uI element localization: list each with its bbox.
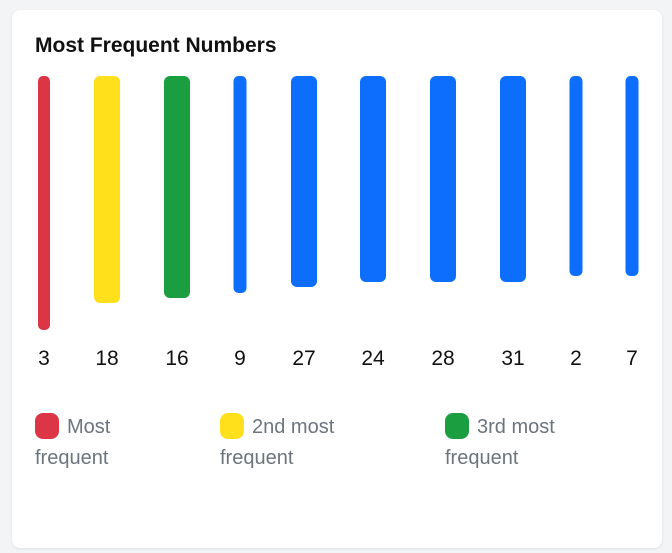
bar-label-16: 16 (165, 347, 188, 370)
chart-title: Most Frequent Numbers (35, 34, 277, 57)
bar-31 (500, 76, 526, 282)
bar-label-31: 31 (501, 347, 524, 370)
legend-label-second: 2nd most frequent (220, 416, 335, 469)
bar-3 (38, 76, 50, 330)
legend-label-third: 3rd most frequent (445, 416, 555, 469)
legend-swatch-second (220, 413, 244, 439)
bar-label-2: 2 (570, 347, 582, 370)
legend-swatch-most (35, 413, 59, 439)
bar-label-9: 9 (234, 347, 246, 370)
legend-swatch-third (445, 413, 469, 439)
chart-card (12, 10, 662, 548)
bar-2 (569, 76, 583, 276)
bar-label-3: 3 (38, 347, 50, 370)
bar-label-18: 18 (95, 347, 118, 370)
bar-28 (430, 76, 456, 282)
bar-16 (164, 76, 190, 298)
bar-label-28: 28 (431, 347, 454, 370)
bar-7 (625, 76, 639, 276)
legend-label-most: Most frequent (35, 416, 111, 469)
bar-label-7: 7 (626, 347, 638, 370)
bar-label-24: 24 (361, 347, 385, 370)
legend-item-second: 2nd most frequent (220, 412, 380, 474)
bar-27 (291, 76, 317, 287)
bar-label-27: 27 (292, 347, 315, 370)
bar-chart: 3 18 16 9 27 24 28 31 2 7 (38, 76, 639, 370)
bar-9 (233, 76, 247, 293)
legend-item-most: Most frequent (35, 412, 155, 474)
bar-24 (360, 76, 386, 282)
bar-18 (94, 76, 120, 303)
legend-item-third: 3rd most frequent (445, 412, 605, 474)
